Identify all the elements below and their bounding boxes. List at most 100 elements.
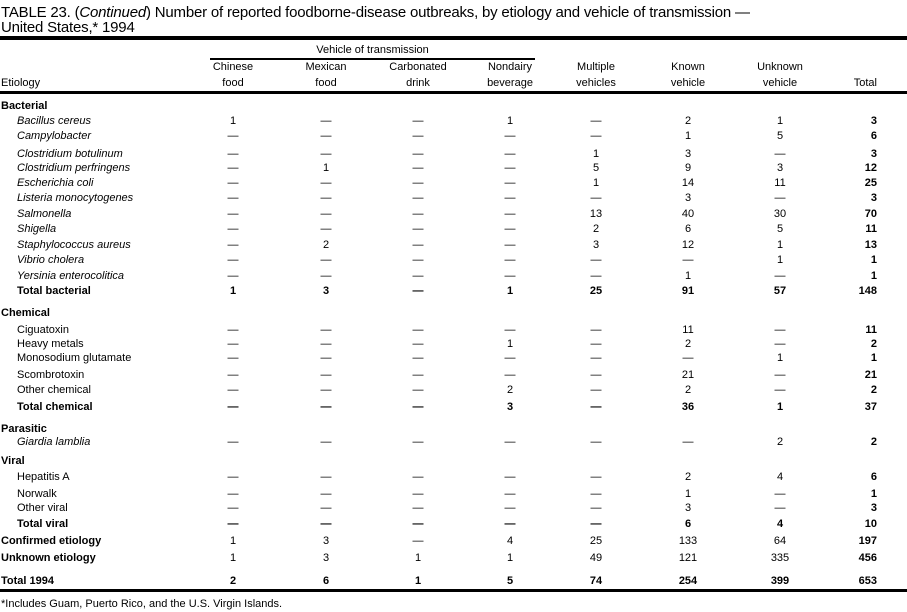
cell-col-5: — bbox=[590, 369, 602, 381]
cell-col-7: 4 bbox=[776, 518, 784, 530]
cell-col-1: — bbox=[227, 324, 239, 336]
cell-col-6: 40 bbox=[681, 208, 695, 220]
title-continued: Continued bbox=[79, 4, 146, 21]
table-row: Norwalk — — — — — 1 — 1 bbox=[0, 487, 907, 501]
cell-col-5: 25 bbox=[589, 285, 603, 297]
cell-col-8: 456 bbox=[858, 552, 877, 564]
row-label: Yersinia enterocolitica bbox=[17, 270, 125, 282]
row-label: Norwalk bbox=[17, 488, 57, 500]
cell-col-1: — bbox=[227, 130, 239, 142]
cell-col-1: 2 bbox=[229, 575, 237, 587]
cell-col-4: — bbox=[504, 162, 516, 174]
table-row: Escherichia coli — — — — 1 14 11 25 bbox=[0, 176, 907, 190]
cell-col-1: — bbox=[227, 162, 239, 174]
cell-col-3: — bbox=[412, 192, 424, 204]
cell-col-5: — bbox=[590, 130, 602, 142]
table-row: Vibrio cholera — — — — — — 1 1 bbox=[0, 253, 907, 267]
row-label: Clostridium botulinum bbox=[17, 148, 123, 160]
table-row: Confirmed etiology 1 3 — 4 25 133 64 197 bbox=[0, 534, 907, 548]
row-label: Campylobacter bbox=[17, 130, 91, 142]
cell-col-6: 9 bbox=[684, 162, 692, 174]
table-row: Shigella — — — — 2 6 5 11 bbox=[0, 222, 907, 236]
cell-col-6: — bbox=[682, 436, 694, 448]
column-header-7-line1: Unknown bbox=[757, 61, 803, 73]
cell-col-7: — bbox=[774, 369, 786, 381]
cell-col-2: — bbox=[320, 192, 332, 204]
cell-col-4: — bbox=[504, 208, 516, 220]
row-label: Hepatitis A bbox=[17, 471, 70, 483]
row-label: Clostridium perfringens bbox=[17, 162, 131, 174]
cell-col-2: — bbox=[320, 208, 332, 220]
cell-col-7: 30 bbox=[773, 208, 787, 220]
column-header-2-line2: food bbox=[315, 77, 337, 89]
cell-col-1: — bbox=[227, 471, 239, 483]
bottom-rule bbox=[0, 589, 907, 592]
cell-col-8: 3 bbox=[870, 115, 877, 127]
column-header-1-line1: Chinese bbox=[212, 61, 254, 73]
cell-col-2: — bbox=[320, 223, 332, 235]
cell-col-4: — bbox=[504, 270, 516, 282]
cell-col-7: 1 bbox=[776, 115, 784, 127]
cell-col-3: — bbox=[412, 239, 424, 251]
table-row: Staphylococcus aureus — 2 — — 3 12 1 13 bbox=[0, 238, 907, 252]
cell-col-4: — bbox=[504, 436, 516, 448]
row-label: Total 1994 bbox=[1, 575, 54, 587]
cell-col-7: — bbox=[774, 324, 786, 336]
cell-col-1: — bbox=[227, 239, 239, 251]
cell-col-6: 6 bbox=[684, 518, 692, 530]
row-label: Parasitic bbox=[1, 423, 47, 435]
cell-col-8: 13 bbox=[864, 239, 877, 251]
column-header-3-line1: Carbonated bbox=[389, 61, 447, 73]
cell-col-4: — bbox=[504, 254, 516, 266]
cell-col-2: — bbox=[320, 338, 332, 350]
cell-col-2: — bbox=[320, 254, 332, 266]
cell-col-6: 121 bbox=[678, 552, 698, 564]
cell-col-6: 21 bbox=[681, 369, 695, 381]
cell-col-2: 6 bbox=[322, 575, 330, 587]
cell-col-4: — bbox=[504, 488, 516, 500]
cell-col-3: — bbox=[412, 208, 424, 220]
cell-col-5: — bbox=[590, 436, 602, 448]
cell-col-1: — bbox=[227, 518, 239, 530]
cell-col-2: — bbox=[320, 401, 332, 413]
cell-col-3: — bbox=[412, 384, 424, 396]
cell-col-3: — bbox=[412, 535, 424, 547]
column-header-8-line2: Total bbox=[853, 77, 877, 89]
row-label: Heavy metals bbox=[17, 338, 84, 350]
cell-col-7: 2 bbox=[776, 436, 784, 448]
cell-col-1: — bbox=[227, 148, 239, 160]
cell-col-4: — bbox=[504, 352, 516, 364]
cell-col-8: 1 bbox=[870, 270, 877, 282]
cell-col-5: — bbox=[590, 384, 602, 396]
row-label: Viral bbox=[1, 455, 25, 467]
cell-col-2: — bbox=[320, 518, 332, 530]
cell-col-4: — bbox=[504, 177, 516, 189]
cell-col-8: 1 bbox=[870, 488, 877, 500]
cell-col-8: 2 bbox=[870, 436, 877, 448]
table-row: Total bacterial 1 3—1 25 91 57 148 bbox=[0, 284, 907, 298]
cell-col-5: 5 bbox=[592, 162, 600, 174]
cell-col-5: — bbox=[590, 338, 602, 350]
cell-col-1: 1 bbox=[229, 285, 237, 297]
cell-col-4: 2 bbox=[506, 384, 514, 396]
cell-col-1: — bbox=[227, 436, 239, 448]
cell-col-7: — bbox=[774, 488, 786, 500]
cell-col-5: — bbox=[590, 324, 602, 336]
column-header-1-line2: food bbox=[222, 77, 244, 89]
cell-col-3: — bbox=[412, 162, 424, 174]
cell-col-5: — bbox=[590, 352, 602, 364]
cell-col-7: 3 bbox=[776, 162, 784, 174]
cell-col-5: 74 bbox=[589, 575, 603, 587]
category-row: Chemical bbox=[0, 306, 907, 320]
column-header-2-line1: Mexican bbox=[305, 61, 347, 73]
cell-col-6: 1 bbox=[684, 488, 692, 500]
row-label: Bacterial bbox=[1, 100, 48, 112]
cell-col-3: — bbox=[412, 324, 424, 336]
cell-col-8: 3 bbox=[870, 192, 877, 204]
cell-col-6: — bbox=[682, 254, 694, 266]
cell-col-7: 57 bbox=[773, 285, 787, 297]
table-row: Other viral — — — — — 3 — 3 bbox=[0, 501, 907, 515]
cell-col-4: — bbox=[504, 192, 516, 204]
row-label: Scombrotoxin bbox=[17, 369, 85, 381]
cell-col-7: 11 bbox=[774, 177, 786, 189]
